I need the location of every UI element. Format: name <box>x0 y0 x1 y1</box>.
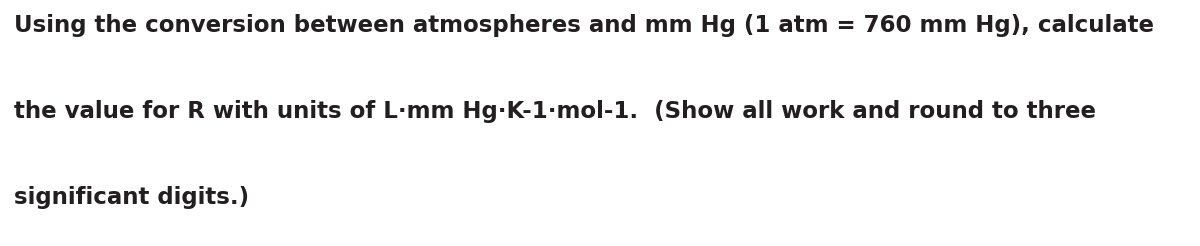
Text: significant digits.): significant digits.) <box>14 186 250 209</box>
Text: Using the conversion between atmospheres and mm Hg (1 atm = 760 mm Hg), calculat: Using the conversion between atmospheres… <box>14 14 1154 36</box>
Text: the value for R with units of L·mm Hg·K-1·mol-1.  (Show all work and round to th: the value for R with units of L·mm Hg·K-… <box>14 100 1097 123</box>
